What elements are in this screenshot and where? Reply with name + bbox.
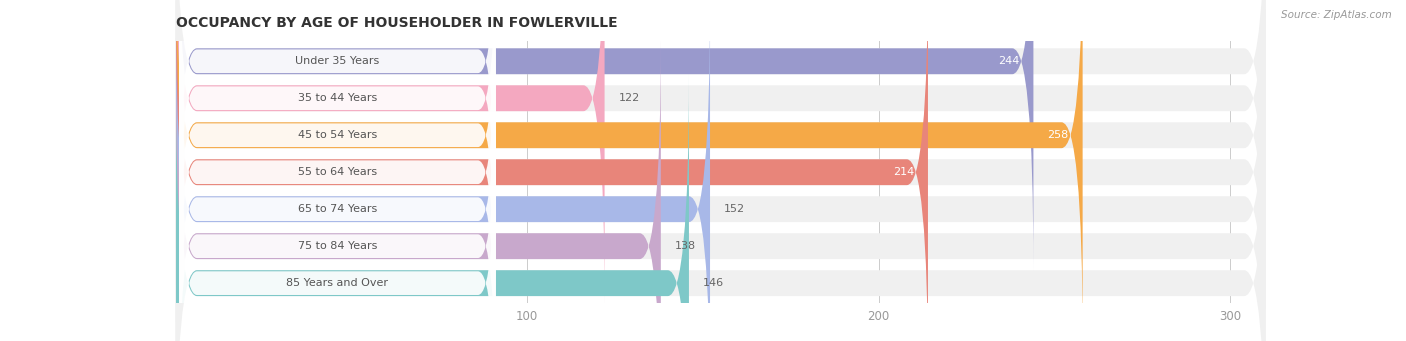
FancyBboxPatch shape [176,74,1265,341]
FancyBboxPatch shape [176,0,1083,341]
Text: 214: 214 [893,167,914,177]
Text: 258: 258 [1047,130,1069,140]
Text: 244: 244 [998,56,1019,66]
Text: OCCUPANCY BY AGE OF HOUSEHOLDER IN FOWLERVILLE: OCCUPANCY BY AGE OF HOUSEHOLDER IN FOWLE… [176,16,617,30]
Text: Under 35 Years: Under 35 Years [295,56,380,66]
Text: 55 to 64 Years: 55 to 64 Years [298,167,377,177]
FancyBboxPatch shape [180,0,496,341]
FancyBboxPatch shape [180,0,496,308]
Text: Source: ZipAtlas.com: Source: ZipAtlas.com [1281,10,1392,20]
FancyBboxPatch shape [180,36,496,341]
FancyBboxPatch shape [176,37,661,341]
Text: 75 to 84 Years: 75 to 84 Years [298,241,377,251]
Text: 65 to 74 Years: 65 to 74 Years [298,204,377,214]
FancyBboxPatch shape [176,0,1265,341]
Text: 122: 122 [619,93,640,103]
Text: 152: 152 [724,204,745,214]
Text: 85 Years and Over: 85 Years and Over [287,278,388,288]
Text: 146: 146 [703,278,724,288]
FancyBboxPatch shape [176,0,1265,270]
Text: 35 to 44 Years: 35 to 44 Years [298,93,377,103]
FancyBboxPatch shape [176,0,1265,307]
Text: 45 to 54 Years: 45 to 54 Years [298,130,377,140]
FancyBboxPatch shape [180,73,496,341]
FancyBboxPatch shape [176,0,1033,270]
FancyBboxPatch shape [176,0,1265,341]
FancyBboxPatch shape [180,0,496,271]
FancyBboxPatch shape [180,0,496,234]
FancyBboxPatch shape [176,0,1265,341]
FancyBboxPatch shape [176,0,710,341]
FancyBboxPatch shape [176,74,689,341]
FancyBboxPatch shape [176,0,605,307]
FancyBboxPatch shape [176,37,1265,341]
FancyBboxPatch shape [180,110,496,341]
Text: 138: 138 [675,241,696,251]
FancyBboxPatch shape [176,0,928,341]
